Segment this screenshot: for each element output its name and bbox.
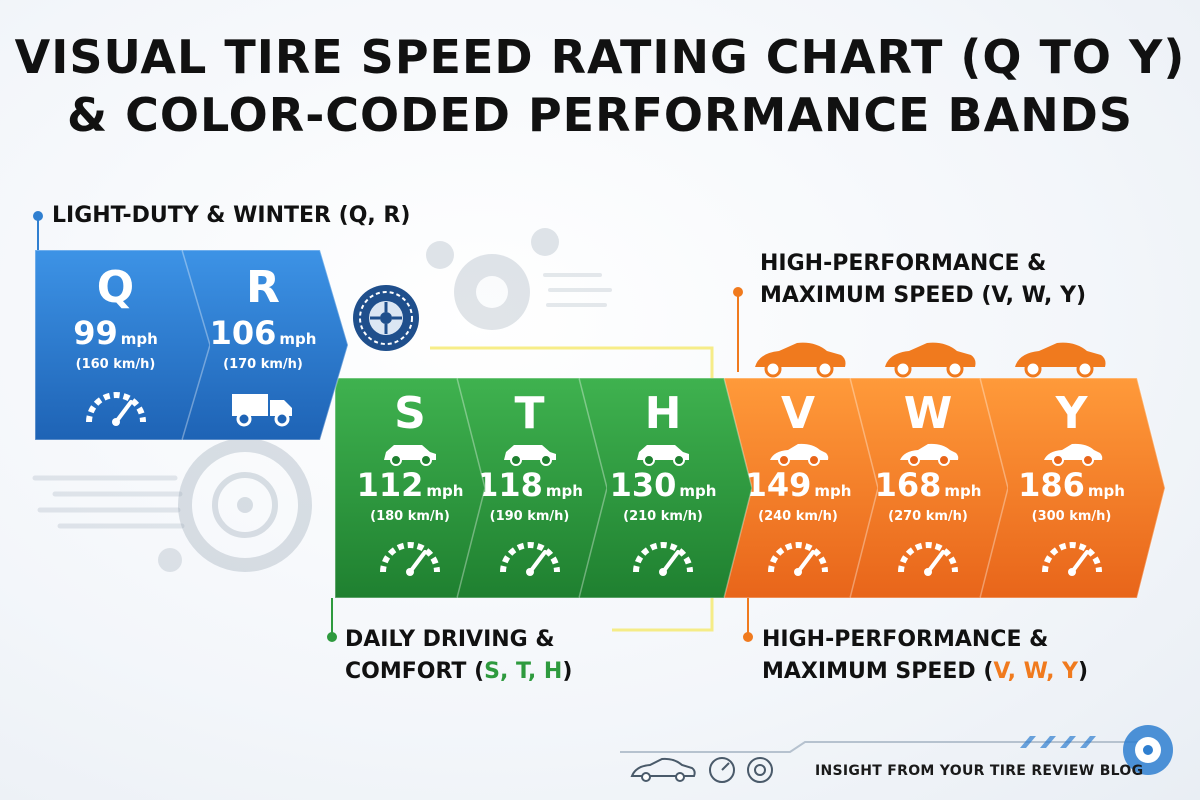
rating-letter: V: [780, 388, 816, 439]
tire-icon: [353, 285, 419, 351]
tire-logo-icon: [1123, 725, 1173, 775]
speed-value: 106: [209, 314, 277, 352]
rating-r-chevron: R 106 mph (170 km/h): [178, 250, 348, 440]
speed-unit: mph: [814, 482, 852, 500]
page-title: VISUAL TIRE SPEED RATING CHART (Q TO Y) …: [0, 28, 1200, 144]
sports-car-icon: [885, 342, 976, 378]
sports-car-icon: [900, 443, 959, 466]
speed-mph: 106 mph: [192, 316, 334, 356]
speedometer-icon: [85, 392, 146, 426]
speedometer-icon: [499, 542, 560, 576]
speed-mph: 130 mph: [588, 468, 738, 508]
speed-value: 112: [356, 466, 424, 504]
truck-icon: [232, 394, 292, 427]
sports-car-icon: [770, 443, 829, 466]
rating-letter: H: [644, 388, 682, 439]
rating-q-chevron: Q 99 mph (160 km/h): [35, 250, 210, 440]
rating-letter: W: [903, 388, 953, 439]
daily-driving-heading: DAILY DRIVING & COMFORT (S, T, H): [345, 627, 573, 684]
sedan-icon: [637, 445, 689, 466]
speedometer-icon: [898, 542, 958, 576]
footer-icons: [630, 757, 773, 783]
speed-kmh: (270 km/h): [888, 509, 968, 524]
rating-letter: S: [394, 388, 426, 439]
speed-unit: mph: [426, 482, 464, 500]
speed-kmh: (170 km/h): [223, 357, 303, 372]
sports-car-icon: [1043, 443, 1102, 466]
chevron-shape: [35, 250, 210, 440]
rating-letter: T: [514, 388, 545, 439]
high-performance-heading-top: HIGH-PERFORMANCE & MAXIMUM SPEED (V, W, …: [760, 251, 1087, 308]
hatchback-icon: [384, 445, 436, 466]
rating-letter: Q: [96, 262, 135, 313]
gauge-outline-icon: [709, 757, 735, 783]
speedometer-icon: [1041, 542, 1102, 576]
hatchback-icon: [503, 445, 556, 466]
speed-kmh: (160 km/h): [75, 357, 156, 372]
speed-mph: 168 mph: [862, 468, 994, 508]
speed-unit: mph: [1087, 482, 1125, 500]
car-outline-icon: [630, 757, 696, 782]
light-duty-heading: LIGHT-DUTY & WINTER (Q, R): [52, 203, 411, 228]
speed-kmh: (240 km/h): [758, 509, 838, 524]
rating-letter: R: [246, 262, 280, 313]
speed-value: 118: [476, 466, 543, 504]
speedometer-icon: [768, 542, 828, 576]
rating-w-chevron: W 168 mph (270 km/h): [848, 378, 1008, 598]
wheel-outline-icon: [747, 757, 773, 783]
high-performance-heading-bottom: HIGH-PERFORMANCE & MAXIMUM SPEED (V, W, …: [762, 627, 1089, 684]
speedometer-icon: [380, 542, 440, 576]
speed-unit: mph: [120, 330, 158, 348]
speed-mph: 149 mph: [732, 468, 864, 508]
rating-s-chevron: S 112 mph (180 km/h): [335, 378, 485, 598]
speed-mph: 112 mph: [349, 468, 471, 508]
footer-text: INSIGHT FROM YOUR TIRE REVIEW BLOG: [815, 763, 1144, 779]
speed-mph: 99 mph: [35, 316, 196, 356]
speed-unit: mph: [279, 330, 317, 348]
speedometer-icon: [633, 542, 693, 576]
title-line-2: & COLOR-CODED PERFORMANCE BANDS: [67, 88, 1133, 142]
speed-value: 168: [874, 466, 942, 504]
speed-unit: mph: [679, 482, 717, 500]
high-letters: V, W, Y: [993, 659, 1079, 684]
speed-kmh: (210 km/h): [623, 509, 703, 524]
rating-letter: Y: [1055, 388, 1088, 439]
speed-value: 130: [609, 466, 677, 504]
speed-value: 186: [1018, 466, 1085, 504]
sports-cars-row: [755, 342, 1106, 378]
speed-unit: mph: [545, 482, 583, 500]
speed-kmh: (180 km/h): [370, 509, 450, 524]
speed-unit: mph: [944, 482, 982, 500]
speed-kmh: (190 km/h): [489, 509, 570, 524]
speed-mph: 118 mph: [466, 468, 593, 508]
speed-value: 149: [744, 466, 812, 504]
rating-v-chevron: V 149 mph (240 km/h): [718, 378, 878, 598]
sports-car-icon: [1015, 342, 1106, 378]
speed-kmh: (300 km/h): [1031, 509, 1112, 524]
title-line-1: VISUAL TIRE SPEED RATING CHART (Q TO Y): [14, 30, 1186, 84]
faint-tire-icon: [178, 438, 312, 572]
speed-mph: 186 mph: [992, 468, 1151, 508]
speed-value: 99: [73, 314, 118, 352]
daily-letters: S, T, H: [484, 659, 563, 684]
sports-car-icon: [755, 342, 846, 378]
